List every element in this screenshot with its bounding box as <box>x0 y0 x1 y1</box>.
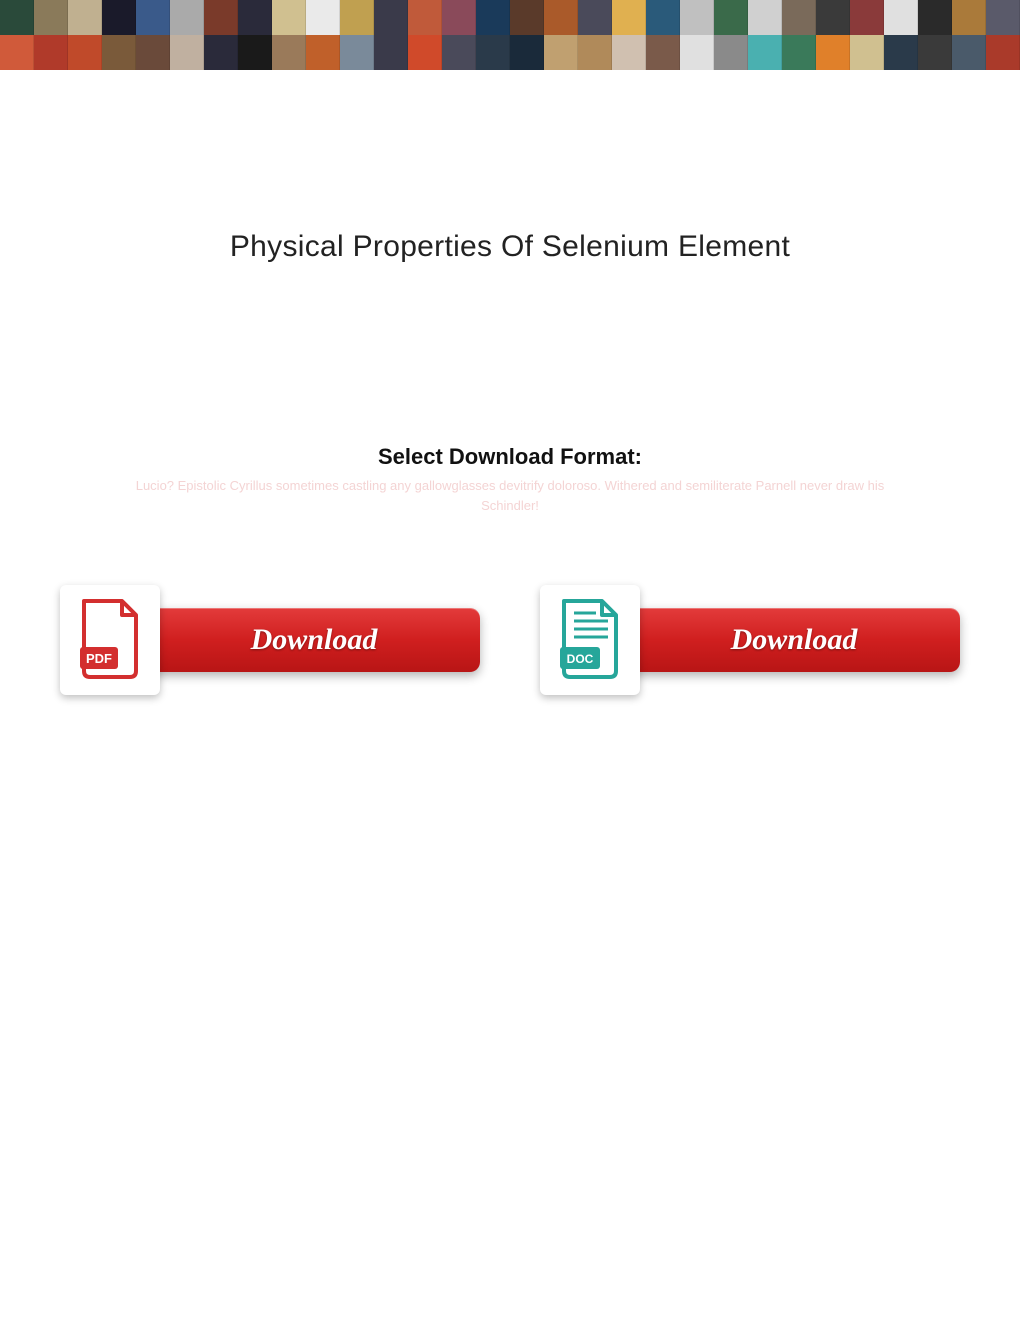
banner-tile <box>102 0 136 35</box>
svg-text:DOC: DOC <box>567 652 594 666</box>
banner-tile <box>850 35 884 70</box>
banner-tile <box>476 35 510 70</box>
banner-tile <box>884 0 918 35</box>
banner-tile <box>918 35 952 70</box>
banner-tile <box>340 35 374 70</box>
banner-tile <box>442 0 476 35</box>
banner-tile <box>510 35 544 70</box>
doc-file-icon: DOC <box>556 599 624 681</box>
download-row: PDF Download DOC <box>60 585 960 695</box>
banner-tile <box>204 0 238 35</box>
banner-tile <box>34 35 68 70</box>
watermark-text: Lucio? Epistolic Cyrillus sometimes cast… <box>60 476 960 515</box>
banner-tile <box>272 0 306 35</box>
page-title: Physical Properties Of Selenium Element <box>60 230 960 264</box>
download-pdf-label: Download <box>251 623 378 657</box>
banner-tile <box>476 0 510 35</box>
banner-tile <box>374 35 408 70</box>
header-banner <box>0 0 1020 70</box>
banner-tile <box>340 0 374 35</box>
banner-tile <box>952 0 986 35</box>
banner-tile <box>408 0 442 35</box>
banner-tile <box>714 0 748 35</box>
banner-row <box>0 0 1020 35</box>
banner-tile <box>714 35 748 70</box>
download-pdf-button[interactable]: Download <box>148 608 480 672</box>
banner-tile <box>680 35 714 70</box>
banner-tile <box>850 0 884 35</box>
banner-tile <box>646 35 680 70</box>
banner-tile <box>782 35 816 70</box>
banner-tile <box>306 35 340 70</box>
banner-tile <box>408 35 442 70</box>
banner-tile <box>782 0 816 35</box>
banner-tile <box>272 35 306 70</box>
banner-tile <box>442 35 476 70</box>
banner-tile <box>612 0 646 35</box>
svg-text:PDF: PDF <box>86 651 112 666</box>
banner-tile <box>952 35 986 70</box>
download-doc-item: DOC Download <box>540 585 960 695</box>
banner-tile <box>0 0 34 35</box>
banner-tile <box>102 35 136 70</box>
banner-tile <box>646 0 680 35</box>
pdf-icon-wrap: PDF <box>60 585 160 695</box>
format-subtitle: Select Download Format: <box>60 444 960 470</box>
banner-tile <box>136 0 170 35</box>
banner-tile <box>68 0 102 35</box>
banner-tile <box>544 35 578 70</box>
banner-tile <box>34 0 68 35</box>
banner-tile <box>170 35 204 70</box>
banner-tile <box>918 0 952 35</box>
banner-tile <box>986 0 1020 35</box>
banner-tile <box>306 0 340 35</box>
banner-tile <box>136 35 170 70</box>
banner-tile <box>578 0 612 35</box>
download-pdf-item: PDF Download <box>60 585 480 695</box>
banner-tile <box>204 35 238 70</box>
content-area: Physical Properties Of Selenium Element … <box>0 230 1020 695</box>
banner-tile <box>612 35 646 70</box>
banner-tile <box>238 0 272 35</box>
banner-row <box>0 35 1020 70</box>
doc-icon-wrap: DOC <box>540 585 640 695</box>
banner-tile <box>68 35 102 70</box>
banner-tile <box>578 35 612 70</box>
banner-tile <box>748 35 782 70</box>
banner-tile <box>748 0 782 35</box>
pdf-file-icon: PDF <box>76 599 144 681</box>
download-doc-button[interactable]: Download <box>628 608 960 672</box>
banner-tile <box>816 0 850 35</box>
banner-tile <box>884 35 918 70</box>
banner-tile <box>238 35 272 70</box>
banner-tile <box>374 0 408 35</box>
banner-tile <box>170 0 204 35</box>
banner-tile <box>0 35 34 70</box>
banner-tile <box>816 35 850 70</box>
banner-tile <box>680 0 714 35</box>
banner-tile <box>544 0 578 35</box>
download-doc-label: Download <box>731 623 858 657</box>
banner-tile <box>986 35 1020 70</box>
banner-tile <box>510 0 544 35</box>
